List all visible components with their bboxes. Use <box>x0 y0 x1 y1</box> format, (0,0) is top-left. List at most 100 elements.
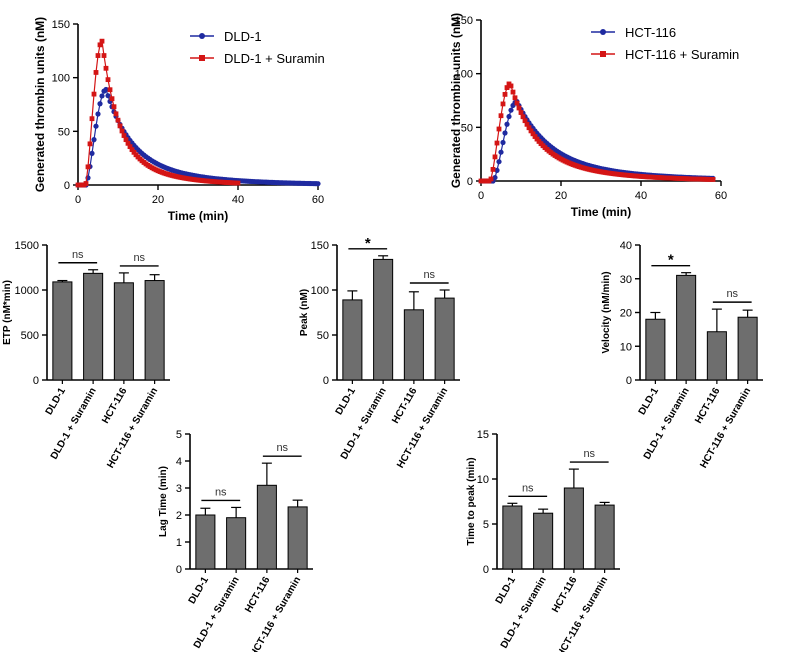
data-point <box>123 137 129 143</box>
data-point <box>532 134 538 139</box>
y-axis-title: Generated thrombin units (nM) <box>449 13 463 188</box>
data-point <box>105 77 111 83</box>
legend-entry: HCT-116 <box>591 25 676 40</box>
y-tick-label: 0 <box>176 564 182 576</box>
bar <box>144 280 165 381</box>
data-point <box>518 110 524 115</box>
y-tick-label: 0 <box>467 176 473 188</box>
data-point <box>97 101 103 107</box>
y-tick-label: 150 <box>311 240 329 252</box>
data-point <box>490 167 496 172</box>
bar <box>706 331 727 381</box>
data-point <box>498 113 504 119</box>
series-line <box>78 88 319 186</box>
legend-label: HCT-116 <box>625 25 676 40</box>
y-tick-label: 3 <box>176 483 182 495</box>
data-point <box>526 125 532 131</box>
data-point <box>129 147 135 153</box>
data-point <box>506 113 512 120</box>
bar <box>256 484 277 570</box>
category-label: DLD-1 <box>494 575 518 606</box>
y-tick-label: 50 <box>461 122 473 134</box>
data-point <box>504 121 510 127</box>
data-point <box>496 126 502 132</box>
data-point <box>91 91 97 97</box>
bar <box>594 504 615 570</box>
y-tick-label: 0 <box>483 564 489 576</box>
bar <box>113 282 134 381</box>
y-tick-label: 4 <box>176 456 182 468</box>
y-tick-label: 150 <box>455 15 473 27</box>
bar <box>502 505 523 570</box>
bar <box>645 318 666 381</box>
y-tick-label: 500 <box>21 330 39 342</box>
data-point <box>103 86 109 93</box>
category-label: DLD-1 <box>637 386 661 417</box>
data-point <box>492 154 498 160</box>
y-tick-label: 50 <box>58 126 70 138</box>
data-point <box>115 117 121 123</box>
data-point <box>99 93 105 99</box>
y-tick-label: 10 <box>477 474 489 486</box>
significance-label: ns <box>215 486 227 498</box>
x-axis-title: Time (min) <box>168 209 228 223</box>
legend-marker <box>600 51 606 57</box>
y-tick-label: 1000 <box>15 285 39 297</box>
bar <box>83 272 104 381</box>
series-suramin <box>478 81 716 184</box>
data-point <box>512 95 518 101</box>
data-point <box>113 111 119 117</box>
data-point <box>494 167 500 173</box>
legend-marker <box>600 29 606 35</box>
data-point <box>89 150 95 156</box>
significance-label: ns <box>583 448 595 460</box>
significance-label: ns <box>522 482 534 494</box>
y-tick-label: 20 <box>620 308 632 320</box>
y-tick-label: 100 <box>311 285 329 297</box>
data-point <box>97 42 103 48</box>
category-label: HCT-116 <box>693 386 722 426</box>
y-axis-title: Lag Time (min) <box>158 466 169 537</box>
data-point <box>95 111 101 117</box>
bar <box>226 517 247 570</box>
data-point <box>315 181 321 187</box>
legend-entry: HCT-116 + Suramin <box>591 47 739 62</box>
data-point <box>516 105 522 111</box>
bar <box>676 274 697 381</box>
significance-label: ns <box>133 252 145 264</box>
x-tick-label: 40 <box>232 194 244 206</box>
x-tick-label: 0 <box>75 194 81 206</box>
data-point <box>492 174 498 181</box>
legend-marker <box>199 55 205 61</box>
legend-label: HCT-116 + Suramin <box>625 47 739 62</box>
data-point <box>514 100 520 106</box>
data-point <box>87 141 93 147</box>
series-control <box>75 86 321 188</box>
data-point <box>119 128 125 134</box>
bar <box>737 316 758 381</box>
bar <box>287 506 308 570</box>
x-tick-label: 60 <box>715 190 727 202</box>
data-point <box>522 118 528 124</box>
y-tick-label: 150 <box>52 19 70 31</box>
y-axis-title: ETP (nM*min) <box>2 280 13 345</box>
bar <box>195 514 216 570</box>
data-point <box>520 114 526 120</box>
data-point <box>83 181 89 186</box>
y-axis-title: Velocity (nM/min) <box>601 271 612 353</box>
data-point <box>500 101 506 107</box>
category-label: DLD-1 <box>44 386 68 417</box>
y-tick-label: 100 <box>455 69 473 81</box>
significance-label: * <box>668 252 674 269</box>
data-point <box>125 140 131 146</box>
legend-entry: DLD-1 <box>190 29 262 44</box>
data-point <box>99 38 105 44</box>
y-tick-label: 40 <box>620 240 632 252</box>
y-tick-label: 5 <box>483 519 489 531</box>
data-point <box>235 180 241 186</box>
significance-label: ns <box>276 442 288 454</box>
